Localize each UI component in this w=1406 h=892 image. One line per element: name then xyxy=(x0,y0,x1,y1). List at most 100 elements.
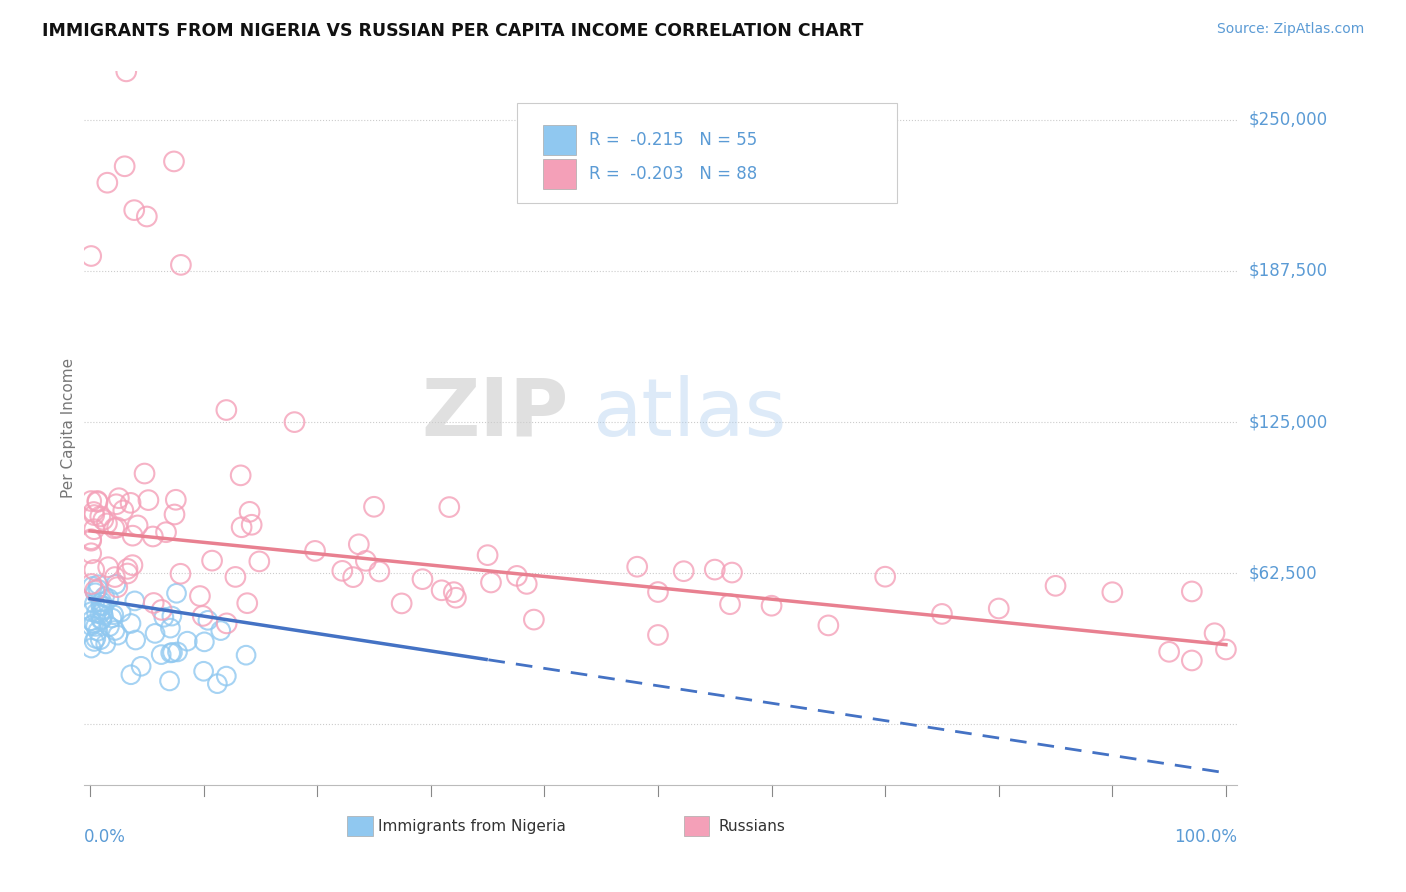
Point xyxy=(87,577,110,591)
Point xyxy=(101,611,124,625)
Point xyxy=(239,505,262,519)
FancyBboxPatch shape xyxy=(683,816,709,837)
Point xyxy=(90,613,112,627)
Point xyxy=(82,579,104,593)
Point xyxy=(90,595,112,609)
Point xyxy=(89,607,111,621)
Point xyxy=(188,589,211,603)
Y-axis label: Per Capita Income: Per Capita Income xyxy=(60,358,76,499)
FancyBboxPatch shape xyxy=(347,816,373,837)
Point xyxy=(94,637,117,651)
Point xyxy=(80,618,103,632)
Point xyxy=(120,616,142,631)
Point xyxy=(96,176,118,190)
Point xyxy=(444,591,467,605)
Point xyxy=(626,559,648,574)
Point xyxy=(347,537,370,551)
Point xyxy=(108,491,131,506)
Point xyxy=(761,599,783,613)
Point xyxy=(443,585,465,599)
Point xyxy=(80,494,103,508)
Point xyxy=(516,577,538,591)
Point xyxy=(90,599,112,613)
Point xyxy=(193,635,215,649)
Point xyxy=(875,570,897,584)
Point xyxy=(229,468,252,483)
Point xyxy=(93,590,115,604)
Point xyxy=(215,403,238,417)
Point xyxy=(87,582,110,597)
Point xyxy=(93,599,115,613)
Point xyxy=(647,628,669,642)
Point xyxy=(89,509,111,524)
Point xyxy=(283,415,305,429)
Text: 0.0%: 0.0% xyxy=(84,828,127,846)
Point xyxy=(236,596,259,610)
Point xyxy=(129,659,152,673)
Point xyxy=(96,516,118,531)
Point xyxy=(477,548,499,562)
Point xyxy=(207,676,229,690)
Point xyxy=(117,562,139,576)
Point xyxy=(84,583,107,598)
Point xyxy=(209,624,232,638)
Point xyxy=(84,586,107,600)
Point xyxy=(201,554,224,568)
Point xyxy=(80,546,103,560)
Point xyxy=(80,605,103,619)
Text: ZIP: ZIP xyxy=(422,375,568,453)
Point xyxy=(523,613,546,627)
Point xyxy=(391,596,413,610)
Point xyxy=(103,607,125,622)
Point xyxy=(166,586,188,600)
Point xyxy=(1181,653,1204,667)
Point xyxy=(98,619,121,633)
Point xyxy=(160,609,183,624)
Point xyxy=(83,522,105,536)
Point xyxy=(721,566,744,580)
Point xyxy=(112,503,135,517)
Point xyxy=(987,601,1010,615)
Point xyxy=(87,624,110,639)
Point xyxy=(150,648,173,662)
Point xyxy=(304,544,326,558)
Point xyxy=(159,646,181,660)
Point xyxy=(117,566,139,581)
Point xyxy=(127,518,149,533)
Text: R =  -0.215   N = 55: R = -0.215 N = 55 xyxy=(589,131,758,150)
Point xyxy=(104,570,127,584)
Point xyxy=(150,603,173,617)
Point xyxy=(191,609,214,624)
Point xyxy=(89,632,111,647)
Point xyxy=(86,495,108,509)
Point xyxy=(718,597,741,611)
Point xyxy=(439,500,461,514)
Text: Immigrants from Nigeria: Immigrants from Nigeria xyxy=(378,819,567,834)
Point xyxy=(114,159,136,173)
Point xyxy=(124,594,146,608)
Point xyxy=(83,505,105,519)
Point xyxy=(105,497,128,511)
Point xyxy=(235,648,257,663)
Point xyxy=(165,492,187,507)
Point xyxy=(1215,642,1237,657)
Point xyxy=(647,585,669,599)
Point xyxy=(80,614,103,628)
Point xyxy=(80,533,103,548)
Point xyxy=(91,513,114,527)
Point xyxy=(122,203,145,218)
Point xyxy=(170,258,193,272)
Point xyxy=(84,619,107,633)
Point xyxy=(83,634,105,648)
Point xyxy=(931,607,953,621)
Point xyxy=(479,575,502,590)
FancyBboxPatch shape xyxy=(517,103,897,203)
Point xyxy=(1204,626,1226,640)
Point xyxy=(363,500,385,514)
Point xyxy=(342,570,364,584)
Point xyxy=(354,554,377,568)
Point xyxy=(817,618,839,632)
Point xyxy=(142,596,165,610)
Point xyxy=(83,596,105,610)
Point xyxy=(121,558,143,573)
